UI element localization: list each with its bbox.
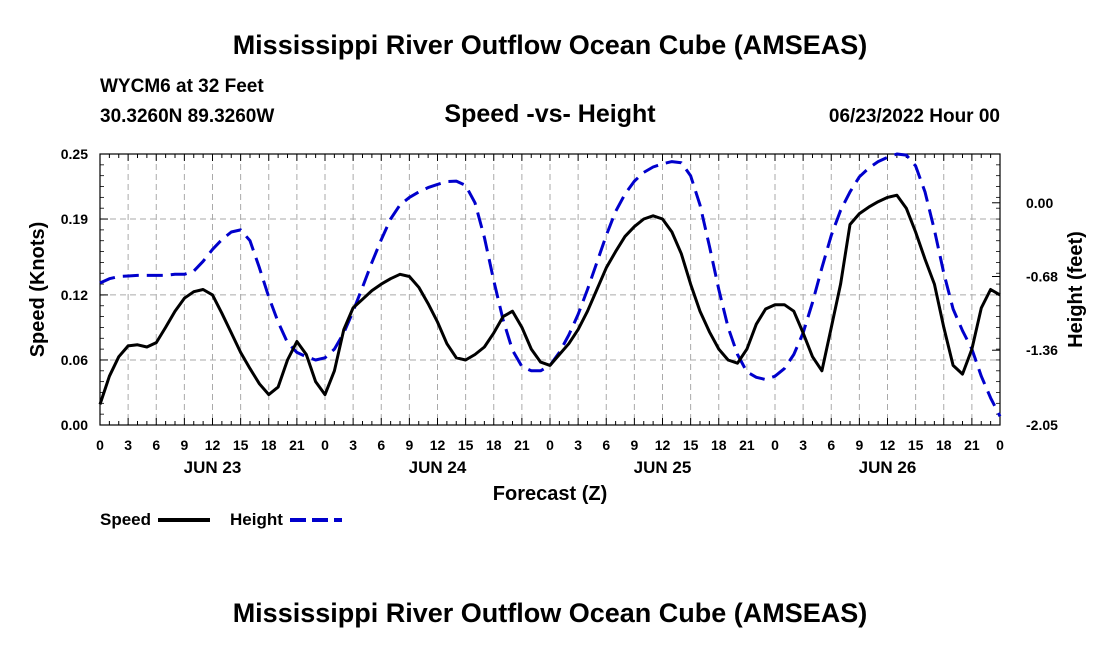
x-tick-label: 9	[630, 437, 638, 453]
y-left-tick-label: 0.25	[61, 146, 88, 162]
x-day-label: JUN 24	[409, 458, 467, 477]
x-day-label: JUN 26	[859, 458, 917, 477]
legend-label-speed: Speed	[100, 510, 151, 529]
x-axis-title: Forecast (Z)	[493, 483, 607, 505]
y-right-tick-label: 0.00	[1026, 195, 1053, 211]
x-tick-label: 15	[233, 437, 249, 453]
chart-subtitle: Speed -vs- Height	[444, 100, 656, 128]
x-tick-label: 12	[205, 437, 221, 453]
y-right-tick-label: -1.36	[1026, 342, 1058, 358]
series-line-speed	[98, 193, 1001, 405]
y-left-tick-label: 0.19	[61, 211, 88, 227]
x-day-label: JUN 23	[184, 458, 242, 477]
y-left-axis-title: Speed (Knots)	[27, 222, 49, 358]
chart-title: Mississippi River Outflow Ocean Cube (AM…	[232, 30, 868, 60]
x-tick-label: 18	[261, 437, 277, 453]
x-tick-label: 3	[349, 437, 357, 453]
x-tick-label: 15	[458, 437, 474, 453]
y-left-tick-label: 0.00	[61, 417, 88, 433]
x-tick-label: 6	[602, 437, 610, 453]
x-tick-label: 18	[711, 437, 727, 453]
x-tick-label: 21	[514, 437, 530, 453]
x-tick-label: 0	[96, 437, 104, 453]
x-tick-label: 0	[996, 437, 1004, 453]
x-tick-label: 9	[855, 437, 863, 453]
x-tick-label: 6	[377, 437, 385, 453]
series-line-height	[99, 152, 1002, 417]
x-tick-label: 0	[546, 437, 554, 453]
x-tick-label: 6	[827, 437, 835, 453]
x-tick-label: 9	[405, 437, 413, 453]
x-tick-label: 12	[880, 437, 896, 453]
x-tick-label: 3	[799, 437, 807, 453]
x-tick-label: 3	[574, 437, 582, 453]
y-right-tick-label: -2.05	[1026, 417, 1058, 433]
x-tick-label: 9	[180, 437, 188, 453]
x-tick-label: 15	[908, 437, 924, 453]
x-tick-label: 6	[152, 437, 160, 453]
x-tick-label: 21	[739, 437, 755, 453]
x-tick-label: 18	[486, 437, 502, 453]
legend-label-height: Height	[230, 510, 283, 529]
x-tick-label: 3	[124, 437, 132, 453]
x-tick-label: 12	[430, 437, 446, 453]
x-tick-label: 21	[289, 437, 305, 453]
x-day-label: JUN 25	[634, 458, 692, 477]
x-tick-label: 18	[936, 437, 952, 453]
x-tick-label: 0	[321, 437, 329, 453]
y-right-tick-label: -0.68	[1026, 268, 1058, 284]
station-coordinates: 30.3260N 89.3260W	[100, 106, 275, 127]
x-tick-label: 12	[655, 437, 671, 453]
y-right-axis-title: Height (feet)	[1065, 231, 1087, 348]
y-left-tick-label: 0.06	[61, 352, 88, 368]
x-tick-label: 0	[771, 437, 779, 453]
footer-title: Mississippi River Outflow Ocean Cube (AM…	[232, 598, 868, 628]
x-tick-label: 21	[964, 437, 980, 453]
x-tick-label: 15	[683, 437, 699, 453]
y-left-tick-label: 0.12	[61, 287, 88, 303]
forecast-datetime: 06/23/2022 Hour 00	[828, 106, 1000, 127]
station-label: WYCM6 at 32 Feet	[100, 76, 264, 97]
